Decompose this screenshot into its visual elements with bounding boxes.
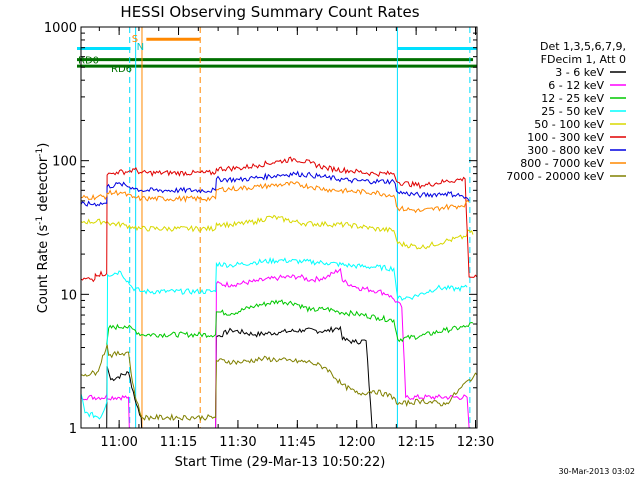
annotation-s: S [132,34,138,45]
series-layer [80,156,478,429]
y-tick-label: 1 [69,422,77,437]
y-tick-label: 1000 [44,21,77,36]
legend-header-line-1: Det 1,3,5,6,7,9, [540,40,626,53]
x-axis-label: Start Time (29-Mar-13 10:50:22) [175,455,386,470]
timestamp: 30-Mar-2013 03:02 [559,467,636,476]
series-line-2 [106,299,474,345]
legend-label: 25 - 50 keV [541,105,604,118]
legend-label: 100 - 300 keV [527,131,604,144]
chart-title: HESSI Observing Summary Count Rates [120,3,419,21]
x-axis: 11:00 11:15 11:30 11:45 12:00 12:15 12:30 [98,27,494,450]
legend-label: 6 - 12 keV [548,79,604,92]
legend-label: 300 - 800 keV [527,144,604,157]
x-tick-label: 12:15 [397,435,434,450]
x-tick-label: 11:15 [160,435,197,450]
x-tick-label: 11:00 [100,435,137,450]
legend: Det 1,3,5,6,7,9, FDecim 1, Att 0 3 - 6 k… [506,40,626,183]
series-line-6 [80,170,470,207]
plot-frame [80,26,478,429]
y-tick-label: 100 [52,155,77,170]
x-tick-label: 12:30 [457,435,494,450]
annotation-rd6: RD6 [111,64,132,75]
y-tick-label: 10 [60,288,77,303]
legend-label: 800 - 7000 keV [520,157,604,170]
series-line-1 [80,267,470,429]
y-axis: 1 10 100 1000 [44,21,477,437]
x-tick-label: 12:00 [338,435,375,450]
series-line-8 [80,344,478,422]
series-line-7 [81,181,470,214]
series-line-4 [80,214,474,250]
x-tick-label: 11:45 [279,435,316,450]
legend-label: 3 - 6 keV [555,66,604,79]
annotation-rd0: RD0 [78,56,99,67]
x-tick-label: 11:30 [219,435,256,450]
legend-label: 12 - 25 keV [541,92,604,105]
annotation-n: N [137,42,144,53]
legend-label: 50 - 100 keV [534,118,604,131]
series-line-5 [80,156,478,283]
series-line-3 [80,256,468,420]
annotation-layer: RD0 RD6 SN [77,27,477,428]
y-axis-label: Count Rate (s-1 detector-1) [35,143,51,314]
legend-label: 7000 - 20000 keV [506,170,604,183]
legend-header-line-2: FDecim 1, Att 0 [541,53,626,66]
